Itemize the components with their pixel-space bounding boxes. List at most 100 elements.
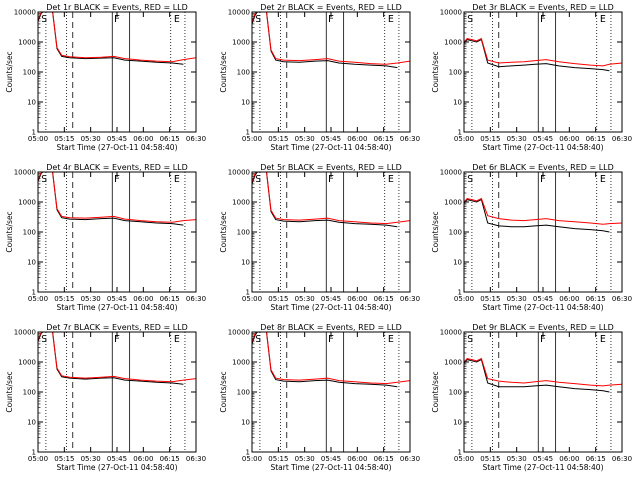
x-tick-label: 06:15 — [374, 135, 394, 143]
x-tick-label: 06:00 — [559, 295, 579, 303]
phase-marker-E: E — [174, 174, 180, 185]
y-tick-label: 10 — [241, 259, 250, 267]
y-tick-label: 10000 — [440, 9, 462, 17]
y-tick-label: 10000 — [14, 9, 36, 17]
panel-det-9: Det 9r BLACK = Events, RED = LLD S F E 1 10 10… — [431, 323, 632, 472]
phase-marker-E: E — [600, 14, 606, 25]
x-tick-label: 06:15 — [586, 135, 606, 143]
y-axis-label: Counts/sec — [5, 211, 14, 252]
x-tick-label: 05:30 — [295, 295, 315, 303]
x-tick-label: 06:15 — [374, 295, 394, 303]
phase-marker-E: E — [388, 174, 394, 185]
phase-marker-F: F — [540, 14, 546, 25]
y-axis-label: Counts/sec — [219, 371, 228, 412]
y-axis-label: Counts/sec — [5, 371, 14, 412]
x-tick-label: 06:15 — [160, 135, 180, 143]
x-tick-label: 05:30 — [507, 455, 527, 463]
x-tick-label: 06:30 — [612, 455, 632, 463]
x-tick-label: 06:30 — [612, 135, 632, 143]
events-series-line — [252, 332, 398, 388]
y-tick-label: 10 — [27, 419, 36, 427]
y-tick-label: 1000 — [18, 359, 36, 367]
panel-title: Det 3r BLACK = Events, RED = LLD — [472, 3, 614, 12]
y-tick-label: 10000 — [228, 169, 250, 177]
phase-marker-S: S — [255, 174, 261, 185]
x-tick-label: 06:00 — [559, 135, 579, 143]
y-axis-label: Counts/sec — [431, 211, 440, 252]
phase-marker-E: E — [600, 174, 606, 185]
y-tick-label: 10 — [241, 419, 250, 427]
panel-det-3: Det 3r BLACK = Events, RED = LLD S F E 1 10 10… — [431, 3, 632, 152]
plot-frame — [251, 331, 411, 453]
x-tick-label: 05:45 — [107, 135, 127, 143]
panel-title: Det 4r BLACK = Events, RED = LLD — [46, 163, 188, 172]
x-tick-label: 06:15 — [160, 295, 180, 303]
phase-marker-S: S — [255, 334, 261, 345]
x-tick-label: 06:30 — [400, 455, 420, 463]
x-tick-label: 05:00 — [28, 135, 48, 143]
x-tick-label: 05:45 — [107, 295, 127, 303]
x-tick-label: 06:00 — [133, 295, 153, 303]
x-tick-label: 05:30 — [81, 455, 101, 463]
lld-series-line — [464, 357, 622, 387]
x-tick-label: 06:15 — [374, 455, 394, 463]
phase-marker-S: S — [41, 174, 47, 185]
x-tick-label: 05:45 — [533, 135, 553, 143]
lld-series-line — [252, 12, 410, 65]
panel-title: Det 6r BLACK = Events, RED = LLD — [472, 163, 614, 172]
y-tick-label: 100 — [237, 229, 250, 237]
y-tick-label: 1 — [32, 129, 36, 137]
x-tick-label: 05:30 — [295, 455, 315, 463]
events-series-line — [38, 172, 184, 226]
y-tick-label: 1 — [246, 129, 250, 137]
phase-marker-E: E — [600, 334, 606, 345]
x-axis-label: Start Time (27-Oct-11 04:58:40) — [482, 143, 603, 152]
x-tick-label: 05:45 — [107, 455, 127, 463]
x-axis-label: Start Time (27-Oct-11 04:58:40) — [482, 303, 603, 312]
phase-marker-E: E — [174, 334, 180, 345]
y-tick-label: 1 — [458, 289, 462, 297]
lld-series-line — [38, 12, 196, 63]
phase-marker-E: E — [388, 14, 394, 25]
x-axis-label: Start Time (27-Oct-11 04:58:40) — [482, 463, 603, 472]
y-tick-label: 10 — [453, 99, 462, 107]
x-tick-label: 05:15 — [480, 135, 500, 143]
phase-marker-S: S — [41, 14, 47, 25]
panel-det-4: Det 4r BLACK = Events, RED = LLD S F E 1 10 10… — [5, 163, 206, 312]
phase-marker-S: S — [41, 334, 47, 345]
y-tick-label: 1000 — [232, 199, 250, 207]
x-tick-label: 06:30 — [186, 295, 206, 303]
panel-title: Det 2r BLACK = Events, RED = LLD — [260, 3, 402, 12]
y-tick-label: 100 — [23, 229, 36, 237]
plot-frame — [37, 11, 197, 133]
y-tick-label: 10000 — [228, 9, 250, 17]
panel-det-7: Det 7r BLACK = Events, RED = LLD S F E 1 10 10… — [5, 323, 206, 472]
x-axis-label: Start Time (27-Oct-11 04:58:40) — [270, 463, 391, 472]
x-tick-label: 06:15 — [586, 295, 606, 303]
phase-marker-F: F — [328, 334, 334, 345]
y-tick-label: 1 — [246, 449, 250, 457]
y-tick-label: 100 — [237, 69, 250, 77]
x-tick-label: 06:15 — [160, 455, 180, 463]
x-tick-label: 05:15 — [268, 295, 288, 303]
y-axis-label: Counts/sec — [219, 51, 228, 92]
panel-title: Det 7r BLACK = Events, RED = LLD — [46, 323, 188, 332]
y-tick-label: 1000 — [18, 199, 36, 207]
y-tick-label: 10000 — [228, 329, 250, 337]
y-tick-label: 100 — [449, 229, 462, 237]
x-tick-label: 05:15 — [268, 455, 288, 463]
x-tick-label: 05:45 — [321, 455, 341, 463]
panel-det-1: Det 1r BLACK = Events, RED = LLD S F E 1 10 10… — [5, 3, 206, 152]
phase-marker-F: F — [540, 334, 546, 345]
x-axis-label: Start Time (27-Oct-11 04:58:40) — [56, 303, 177, 312]
y-tick-label: 10 — [453, 259, 462, 267]
x-tick-label: 06:00 — [347, 455, 367, 463]
x-tick-label: 05:00 — [454, 455, 474, 463]
y-tick-label: 1000 — [444, 199, 462, 207]
x-tick-label: 06:15 — [586, 455, 606, 463]
y-tick-label: 100 — [23, 69, 36, 77]
y-tick-label: 10000 — [440, 169, 462, 177]
phase-marker-F: F — [114, 334, 120, 345]
phase-marker-F: F — [328, 14, 334, 25]
